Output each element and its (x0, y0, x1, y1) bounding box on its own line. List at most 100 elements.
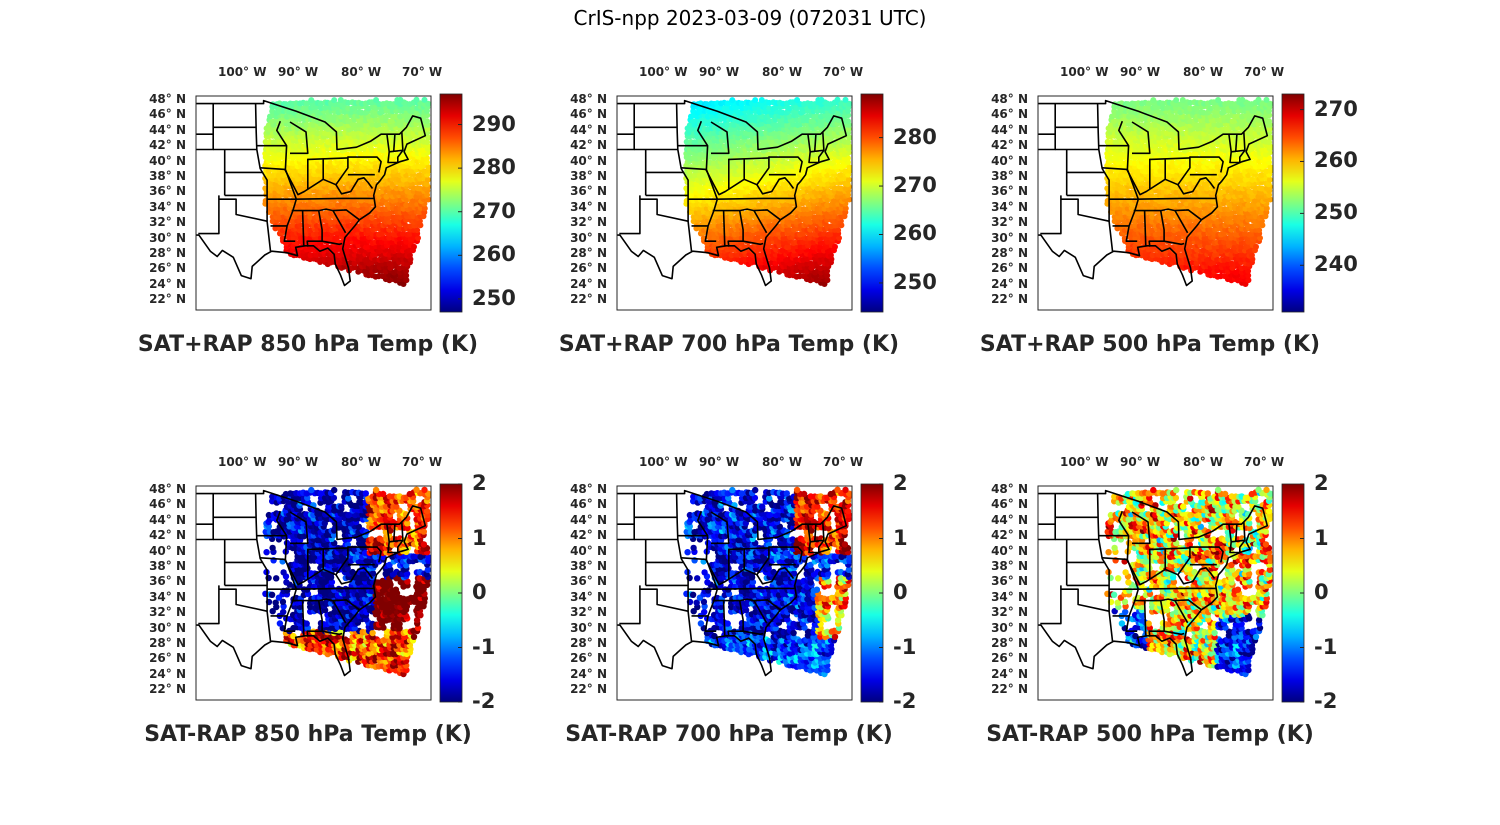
swath-pixel (782, 180, 789, 187)
map-frame (195, 95, 432, 311)
map-panel-2: 100° W 90° W 80° W 70° W 48° N 46° N 44° N 42° … (549, 65, 969, 390)
swath-pixel (831, 197, 837, 204)
swath-pixel (1245, 202, 1252, 208)
lat-tick-label: 40° N (991, 153, 1028, 168)
lat-tick-label: 46° N (149, 107, 186, 122)
swath-pixel (1258, 172, 1265, 178)
state-border (705, 156, 770, 196)
swath-pixel (783, 160, 790, 166)
panel-title: SAT+RAP 700 hPa Temp (K) (558, 332, 900, 357)
swath-pixel (690, 108, 697, 115)
swath-pixel (1173, 218, 1180, 225)
colorbar-tick-label: 270 (893, 173, 937, 198)
swath-pixel (327, 160, 334, 167)
swath-pixel (275, 172, 282, 179)
figure-title: CrIS-npp 2023-03-09 (072031 UTC) (573, 6, 927, 30)
lat-tick-label: 28° N (149, 246, 186, 260)
swath-pixel (824, 202, 831, 208)
swath-pixel (1187, 248, 1194, 255)
swath-pixel (411, 243, 417, 250)
lon-tick-label: 70° W (402, 65, 443, 79)
coastline (196, 99, 427, 287)
swath-pixel (334, 233, 341, 240)
swath-pixel (331, 97, 338, 104)
swath-pixel (752, 97, 759, 104)
swath-pixel (1203, 268, 1210, 275)
state-border (617, 134, 635, 151)
lat-tick-label: 30° N (570, 230, 607, 245)
lon-tick-label: 80° W (762, 65, 803, 79)
lon-tick-label: 70° W (823, 65, 864, 79)
swath-pixel (425, 134, 431, 141)
swath-pixel (1117, 172, 1124, 179)
colorbar-tick-label: 250 (472, 285, 516, 310)
swath-pixel (800, 230, 806, 237)
swath-pixel (425, 100, 431, 107)
swath-pixel (303, 121, 310, 128)
swath-pixel (308, 97, 315, 104)
swath-pixel (331, 113, 338, 120)
swath-pixel (1221, 239, 1228, 246)
colorbar-tick-label: 260 (472, 242, 516, 267)
panel-title: SAT+RAP 850 hPa Temp (K) (137, 332, 479, 357)
state-border (753, 210, 768, 234)
lon-tick-label: 90° W (699, 65, 740, 79)
swath-pixel (752, 113, 759, 120)
swath-pixel (413, 96, 420, 103)
lat-tick-label: 46° N (570, 107, 607, 122)
swath-pixel (289, 218, 296, 225)
swath-pixel (810, 151, 817, 158)
swath-pixel (1266, 176, 1273, 183)
swath-pixel (845, 176, 852, 183)
swath-pixel (758, 97, 765, 103)
swath-pixel (416, 185, 423, 192)
state-border (617, 103, 635, 135)
map-frame (616, 95, 853, 311)
swath-pixel (358, 109, 365, 116)
swath-pixel (1207, 227, 1214, 234)
state-border (307, 157, 348, 161)
swath-pixel (361, 180, 368, 187)
swath-pixel (424, 139, 431, 146)
swath-pixel (1210, 198, 1217, 204)
swath-pixel (755, 233, 762, 240)
state-border (218, 198, 268, 223)
state-border (291, 208, 360, 221)
swath-pixel (1207, 243, 1214, 250)
swath-pixel (269, 108, 276, 115)
swath-pixel (1204, 160, 1211, 166)
swath-pixel (845, 139, 852, 146)
swath-pixel (365, 243, 372, 250)
state-border (710, 121, 730, 155)
lat-tick-label: 30° N (991, 230, 1028, 245)
state-border (742, 240, 764, 246)
swath-pixel (397, 96, 404, 103)
swath-pixel (1258, 185, 1265, 192)
swath-pixel (837, 172, 844, 178)
lon-tick-label: 80° W (1183, 65, 1224, 79)
state-border (332, 210, 347, 234)
colorbar-tick-label: 250 (893, 269, 937, 294)
swath-pixel (262, 138, 269, 145)
lon-tick-label: 90° W (1120, 65, 1161, 79)
swath-pixel (724, 121, 731, 128)
swath-pixel (421, 205, 428, 212)
swath-pixel (766, 118, 773, 125)
swath-pixel (425, 164, 431, 171)
state-border (392, 134, 396, 152)
swath-pixel (1210, 206, 1217, 213)
satellite-swath (1104, 96, 1273, 287)
swath-pixel (846, 134, 852, 141)
swath-pixel (766, 248, 773, 255)
lat-tick-label: 24° N (991, 276, 1028, 291)
lat-tick-label: 24° N (149, 276, 186, 291)
lat-tick-label: 48° N (570, 92, 607, 106)
colorbar-tick-label: 290 (472, 111, 516, 136)
swath-pixel (817, 251, 824, 258)
lat-tick-label: 22° N (149, 292, 186, 307)
swath-pixel (386, 168, 393, 174)
lat-tick-label: 48° N (149, 92, 186, 106)
swath-pixel (1221, 230, 1227, 237)
swath-pixel (832, 243, 838, 250)
swath-pixel (845, 118, 851, 125)
